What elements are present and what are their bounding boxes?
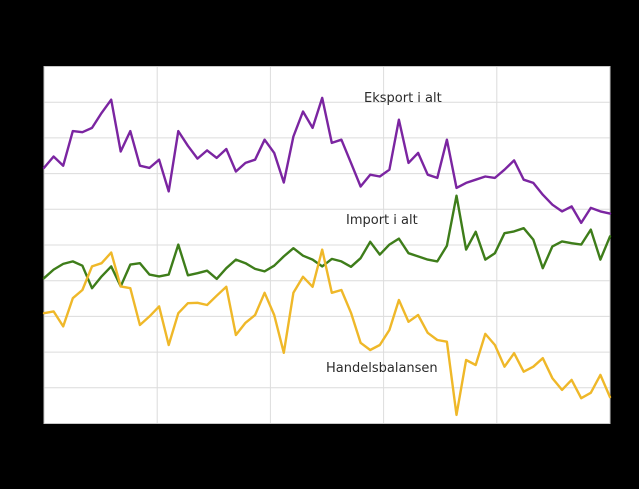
eksport-line bbox=[42, 96, 612, 225]
plot-border bbox=[43, 66, 611, 424]
handelsbalansen-line bbox=[42, 248, 612, 417]
import-line bbox=[42, 194, 612, 290]
import-series-label: Import i alt bbox=[346, 213, 418, 228]
handelsbalansen-series-label: Handelsbalansen bbox=[326, 361, 438, 376]
eksport-series-label: Eksport i alt bbox=[364, 91, 442, 106]
